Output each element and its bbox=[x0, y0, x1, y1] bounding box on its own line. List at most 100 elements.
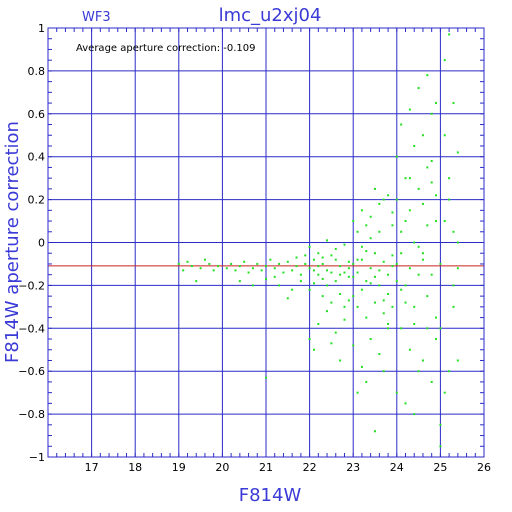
data-point bbox=[360, 245, 363, 248]
data-point bbox=[421, 202, 424, 205]
grid-lines bbox=[47, 27, 485, 458]
data-point bbox=[265, 277, 267, 280]
data-point bbox=[334, 331, 337, 334]
data-point bbox=[312, 348, 315, 351]
data-point bbox=[360, 209, 363, 212]
data-point bbox=[291, 288, 294, 291]
data-point bbox=[347, 260, 350, 263]
data-point bbox=[334, 258, 337, 261]
data-point bbox=[404, 177, 407, 180]
data-point bbox=[334, 280, 337, 283]
data-point bbox=[391, 265, 394, 268]
data-point bbox=[208, 262, 211, 265]
x-tick-label: 19 bbox=[172, 461, 186, 474]
data-point bbox=[330, 271, 333, 274]
data-point bbox=[212, 269, 215, 272]
data-point bbox=[374, 187, 376, 190]
data-point bbox=[426, 166, 429, 169]
data-point bbox=[417, 370, 420, 373]
data-point bbox=[203, 258, 206, 261]
data-point bbox=[356, 305, 359, 308]
data-point bbox=[400, 230, 403, 233]
data-point bbox=[404, 220, 407, 223]
data-point bbox=[356, 258, 359, 261]
data-point bbox=[408, 177, 411, 180]
data-point bbox=[430, 380, 433, 383]
data-point bbox=[374, 252, 376, 255]
data-point bbox=[299, 280, 302, 283]
data-point bbox=[177, 262, 180, 265]
data-point bbox=[404, 284, 407, 287]
data-point bbox=[426, 224, 429, 227]
y-axis-title: F814W aperture correction bbox=[2, 121, 23, 363]
data-point bbox=[339, 359, 342, 362]
data-point bbox=[435, 194, 438, 197]
data-point bbox=[295, 265, 298, 268]
data-point bbox=[435, 338, 438, 341]
x-tick-label: 25 bbox=[433, 461, 447, 474]
y-tick-label: 0.8 bbox=[28, 65, 46, 78]
data-point bbox=[378, 230, 381, 233]
data-point bbox=[421, 359, 424, 362]
data-point bbox=[439, 445, 442, 448]
data-point bbox=[330, 342, 333, 345]
data-point bbox=[369, 237, 372, 240]
y-tick-label: −0.4 bbox=[18, 322, 45, 335]
x-tick-label: 24 bbox=[390, 461, 404, 474]
data-point bbox=[421, 258, 424, 261]
data-point bbox=[365, 224, 368, 227]
data-point bbox=[391, 211, 394, 214]
data-point bbox=[234, 269, 237, 272]
data-point bbox=[387, 194, 390, 197]
data-point bbox=[317, 323, 320, 326]
x-tick-label: 20 bbox=[215, 461, 229, 474]
x-tick-label: 23 bbox=[346, 461, 360, 474]
data-point bbox=[395, 391, 398, 394]
data-point bbox=[360, 365, 363, 368]
data-point bbox=[443, 134, 446, 137]
data-point bbox=[435, 220, 438, 223]
y-tick-label: −0.6 bbox=[18, 365, 45, 378]
x-tick-label: 21 bbox=[259, 461, 273, 474]
data-point bbox=[391, 224, 394, 227]
data-point bbox=[269, 258, 272, 261]
data-point bbox=[238, 265, 241, 268]
data-point bbox=[413, 413, 416, 416]
data-point bbox=[230, 262, 233, 265]
data-point bbox=[256, 262, 259, 265]
data-point bbox=[374, 430, 376, 433]
data-point bbox=[343, 271, 346, 274]
data-point bbox=[452, 230, 455, 233]
x-tick-label: 18 bbox=[128, 461, 142, 474]
data-point bbox=[378, 269, 381, 272]
data-point bbox=[321, 262, 324, 265]
data-point bbox=[326, 239, 329, 242]
chart-subtitle: WF3 bbox=[82, 10, 111, 25]
data-point bbox=[321, 295, 324, 298]
data-point bbox=[435, 316, 438, 319]
data-point bbox=[278, 284, 281, 287]
data-point bbox=[343, 318, 346, 321]
data-point bbox=[356, 271, 359, 274]
x-tick-labels: 17 18 19 20 21 22 23 24 25 26 bbox=[85, 461, 491, 474]
data-point bbox=[352, 220, 355, 223]
y-tick-label: 0 bbox=[38, 237, 45, 250]
data-point bbox=[251, 267, 254, 270]
data-point bbox=[356, 391, 359, 394]
data-point bbox=[273, 267, 276, 270]
data-points bbox=[177, 33, 459, 448]
y-tick-label: 1 bbox=[38, 22, 45, 35]
data-point bbox=[443, 59, 446, 62]
data-point bbox=[443, 391, 446, 394]
data-point bbox=[343, 243, 346, 246]
data-point bbox=[413, 144, 416, 147]
data-point bbox=[334, 247, 337, 250]
data-point bbox=[382, 198, 385, 201]
data-point bbox=[452, 102, 455, 105]
data-point bbox=[360, 288, 363, 291]
data-point bbox=[426, 295, 429, 298]
data-point bbox=[199, 267, 202, 270]
data-point bbox=[456, 241, 459, 244]
data-point bbox=[330, 301, 333, 304]
data-point bbox=[395, 262, 398, 265]
